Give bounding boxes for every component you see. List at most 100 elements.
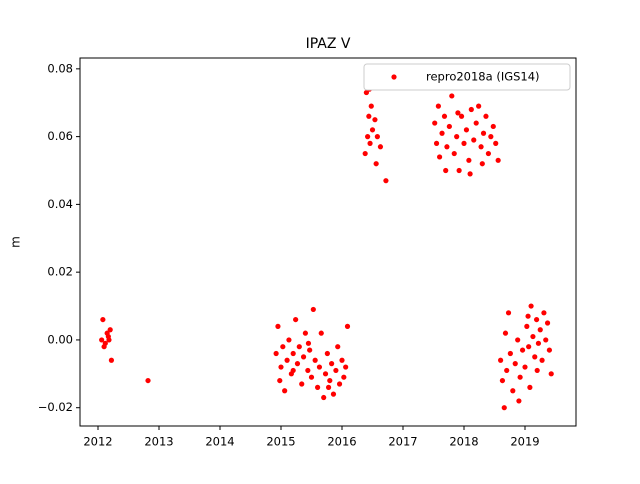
x-tick-label: 2012: [83, 435, 112, 449]
point: [329, 361, 335, 367]
x-tick-label: 2019: [510, 435, 539, 449]
point: [383, 178, 389, 184]
y-tick-label: 0.02: [47, 265, 73, 279]
y-tick-label: 0.08: [47, 61, 73, 75]
point: [333, 367, 339, 374]
point: [294, 361, 301, 367]
point: [446, 123, 452, 130]
point: [466, 157, 472, 163]
point: [314, 384, 321, 390]
point: [335, 344, 341, 350]
point: [458, 113, 465, 119]
point: [372, 117, 378, 123]
point: [510, 388, 516, 394]
point: [318, 330, 324, 336]
point: [479, 161, 485, 167]
point: [325, 384, 332, 390]
point: [290, 350, 296, 357]
point: [343, 364, 349, 370]
point: [443, 167, 449, 174]
point: [435, 103, 441, 109]
point: [316, 364, 323, 370]
point: [451, 150, 457, 157]
point: [534, 367, 540, 374]
point: [532, 354, 538, 360]
point: [293, 316, 299, 323]
point: [527, 384, 533, 390]
point: [502, 330, 509, 336]
point: [517, 374, 523, 380]
point: [108, 357, 115, 363]
point: [483, 113, 489, 119]
point: [302, 330, 308, 336]
point: [433, 140, 440, 146]
point: [321, 394, 327, 401]
point: [476, 103, 482, 109]
point: [541, 310, 547, 316]
point: [99, 337, 105, 343]
point: [374, 134, 380, 140]
point: [299, 381, 305, 387]
point: [310, 306, 316, 313]
point: [308, 374, 315, 380]
point: [369, 127, 376, 133]
point: [471, 137, 477, 143]
point: [515, 337, 521, 343]
point: [455, 110, 461, 116]
point: [444, 144, 450, 150]
point: [322, 371, 329, 377]
point: [282, 388, 288, 394]
point: [488, 134, 494, 140]
point: [519, 347, 526, 353]
point: [454, 134, 460, 140]
point: [439, 130, 445, 136]
point: [480, 130, 487, 136]
point: [275, 323, 281, 329]
y-tick-label: 0.04: [47, 197, 73, 211]
point: [324, 350, 330, 357]
point: [524, 323, 530, 329]
point: [327, 377, 333, 384]
point: [341, 374, 347, 380]
point: [495, 157, 501, 163]
point: [463, 127, 470, 133]
point: [100, 316, 106, 323]
point: [456, 167, 462, 174]
point: [432, 120, 438, 126]
point: [461, 140, 467, 146]
point: [339, 357, 345, 363]
y-tick-label: 0.06: [47, 129, 73, 143]
point: [290, 367, 296, 374]
point: [362, 150, 368, 157]
point: [504, 367, 510, 374]
x-tick-label: 2015: [266, 435, 295, 449]
point: [473, 120, 479, 126]
point: [437, 154, 443, 160]
point: [528, 303, 534, 309]
point: [548, 371, 554, 377]
point: [102, 340, 108, 346]
point: [273, 350, 279, 357]
point: [546, 347, 553, 353]
point: [344, 323, 351, 329]
x-tick-label: 2017: [388, 435, 417, 449]
point: [377, 144, 384, 150]
point: [365, 134, 371, 140]
point: [441, 113, 448, 119]
point: [449, 93, 455, 99]
point: [284, 357, 290, 363]
point: [145, 377, 151, 384]
point: [368, 103, 374, 109]
point: [544, 320, 551, 326]
point: [277, 377, 283, 384]
point: [305, 367, 311, 374]
point: [467, 171, 473, 177]
point: [490, 123, 496, 130]
y-axis-label: m: [9, 236, 23, 248]
point: [363, 89, 370, 96]
point: [539, 357, 545, 363]
point: [493, 140, 499, 146]
point: [537, 327, 543, 333]
plot-frame: [79, 57, 577, 427]
